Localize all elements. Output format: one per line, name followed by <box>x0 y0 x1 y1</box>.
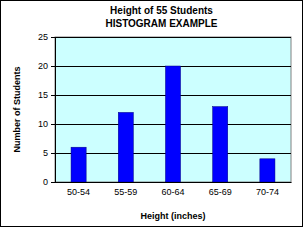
y-tick: 10 <box>38 119 55 129</box>
y-tick: 5 <box>43 148 55 158</box>
y-tick-label: 10 <box>38 119 48 129</box>
chart: 0 5 10 15 20 25 50-54 55-59 60-64 65-69 70-74 Heigh… <box>0 0 303 227</box>
bar <box>213 107 228 182</box>
y-tick-label: 0 <box>43 177 48 187</box>
bar <box>260 159 275 182</box>
x-axis-title: Height (inches) <box>140 211 205 221</box>
x-tick: 65-69 <box>209 182 232 197</box>
y-tick: 0 <box>43 177 55 187</box>
y-tick: 25 <box>38 32 55 42</box>
y-tick-label: 5 <box>43 148 48 158</box>
x-tick: 60-64 <box>161 182 184 197</box>
y-tick-label: 20 <box>38 61 48 71</box>
x-tick-label: 50-54 <box>67 187 90 197</box>
y-tick-mark <box>51 37 55 38</box>
y-tick-mark <box>51 66 55 67</box>
subtitle: HISTOGRAM EXAMPLE <box>105 18 217 29</box>
y-axis-line <box>55 38 56 183</box>
x-tick-label: 65-69 <box>209 187 232 197</box>
bars <box>71 66 275 182</box>
plot-area <box>55 37 291 182</box>
grid <box>55 37 291 182</box>
x-tick: 55-59 <box>114 182 137 197</box>
x-axis-line <box>56 182 292 183</box>
x-tick-label: 55-59 <box>114 187 137 197</box>
y-tick-mark <box>51 153 55 154</box>
x-axis: 50-54 55-59 60-64 65-69 70-74 <box>56 182 292 197</box>
y-tick-mark <box>51 95 55 96</box>
y-tick-mark <box>51 124 55 125</box>
bar <box>165 66 180 182</box>
x-tick: 50-54 <box>67 182 90 197</box>
y-tick-label: 15 <box>38 90 48 100</box>
bar <box>71 147 86 182</box>
y-tick: 15 <box>38 90 55 100</box>
y-axis: 0 5 10 15 20 25 <box>38 32 56 187</box>
y-axis-title: Number of Students <box>12 66 22 152</box>
bar <box>118 112 133 182</box>
x-tick-label: 60-64 <box>161 187 184 197</box>
plot: 0 5 10 15 20 25 50-54 55-59 60-64 65-69 70-74 <box>38 32 292 197</box>
title: Height of 55 Students <box>110 5 213 16</box>
y-tick: 20 <box>38 61 55 71</box>
grid-line <box>55 37 291 38</box>
x-tick-label: 70-74 <box>256 187 279 197</box>
x-tick: 70-74 <box>256 182 279 197</box>
chart-border <box>1 1 303 227</box>
y-tick-label: 25 <box>38 32 48 42</box>
y-tick-mark <box>51 182 55 183</box>
